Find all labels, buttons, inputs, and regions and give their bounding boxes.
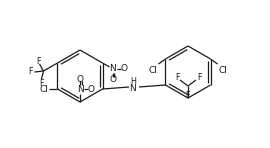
Text: F: F [186,90,190,99]
Text: Cl: Cl [148,66,157,75]
Text: F: F [28,67,33,77]
Text: F: F [176,74,180,82]
Text: N: N [109,65,116,74]
Text: Cl: Cl [218,66,227,75]
Text: N: N [130,84,136,93]
Text: F: F [36,58,41,66]
Text: O: O [76,74,83,83]
Text: O: O [120,65,127,74]
Text: F: F [197,74,201,82]
Text: O: O [87,85,94,94]
Text: H: H [130,78,136,86]
Text: O: O [109,75,116,85]
Text: N: N [77,85,83,94]
Text: Cl: Cl [40,85,49,94]
Text: F: F [39,78,44,87]
